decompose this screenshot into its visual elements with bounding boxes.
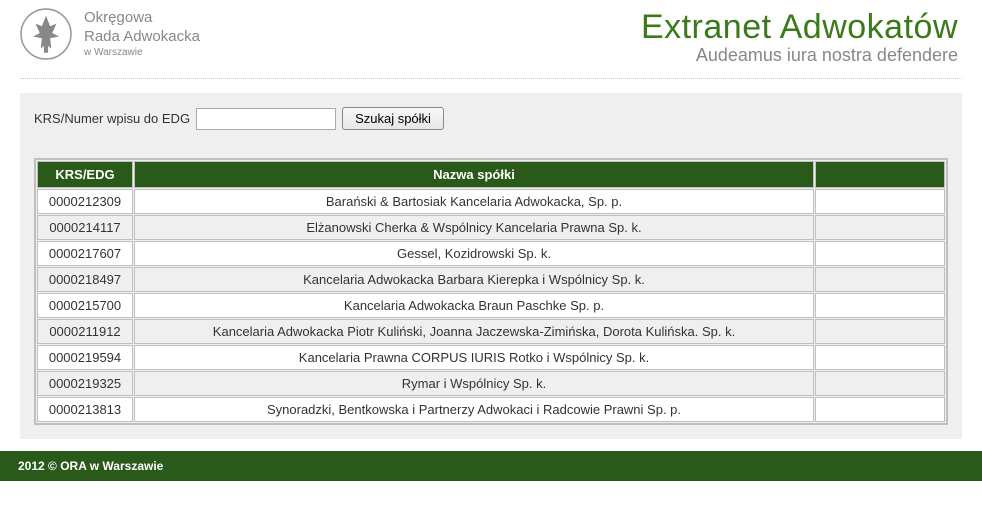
table-row: 0000214117Elżanowski Cherka & Wspólnicy …	[37, 215, 945, 240]
cell-name: Gessel, Kozidrowski Sp. k.	[134, 241, 814, 266]
table-row: 0000211912Kancelaria Adwokacka Piotr Kul…	[37, 319, 945, 344]
footer: 2012 © ORA w Warszawie	[0, 451, 982, 481]
cell-extra	[815, 371, 945, 396]
cell-name: Synoradzki, Bentkowska i Partnerzy Adwok…	[134, 397, 814, 422]
cell-name: Kancelaria Prawna CORPUS IURIS Rotko i W…	[134, 345, 814, 370]
table-row: 0000212309Barański & Bartosiak Kancelari…	[37, 189, 945, 214]
brand-title: Extranet Adwokatów	[641, 8, 958, 47]
org-line2: Rada Adwokacka	[84, 28, 200, 47]
cell-extra	[815, 319, 945, 344]
cell-name: Kancelaria Adwokacka Piotr Kuliński, Joa…	[134, 319, 814, 344]
org-line3: w Warszawie	[84, 47, 200, 60]
cell-name: Rymar i Wspólnicy Sp. k.	[134, 371, 814, 396]
col-header-extra	[815, 161, 945, 188]
cell-extra	[815, 397, 945, 422]
table-row: 0000218497Kancelaria Adwokacka Barbara K…	[37, 267, 945, 292]
cell-extra	[815, 241, 945, 266]
search-input[interactable]	[196, 108, 336, 130]
cell-krs: 0000214117	[37, 215, 133, 240]
search-button[interactable]: Szukaj spółki	[342, 107, 444, 130]
cell-krs: 0000211912	[37, 319, 133, 344]
table-row: 0000217607Gessel, Kozidrowski Sp. k.	[37, 241, 945, 266]
header-divider	[20, 78, 962, 79]
results-table: KRS/EDG Nazwa spółki 0000212309Barański …	[36, 160, 946, 423]
cell-name: Barański & Bartosiak Kancelaria Adwokack…	[134, 189, 814, 214]
cell-extra	[815, 267, 945, 292]
table-row: 0000215700Kancelaria Adwokacka Braun Pas…	[37, 293, 945, 318]
cell-krs: 0000212309	[37, 189, 133, 214]
content-panel: KRS/Numer wpisu do EDG Szukaj spółki KRS…	[20, 93, 962, 439]
table-row: 0000219594Kancelaria Prawna CORPUS IURIS…	[37, 345, 945, 370]
table-row: 0000213813Synoradzki, Bentkowska i Partn…	[37, 397, 945, 422]
cell-krs: 0000213813	[37, 397, 133, 422]
footer-text: 2012 © ORA w Warszawie	[18, 459, 163, 473]
cell-extra	[815, 189, 945, 214]
search-label: KRS/Numer wpisu do EDG	[34, 111, 190, 126]
table-row: 0000219325Rymar i Wspólnicy Sp. k.	[37, 371, 945, 396]
cell-krs: 0000217607	[37, 241, 133, 266]
cell-krs: 0000219325	[37, 371, 133, 396]
cell-extra	[815, 215, 945, 240]
cell-krs: 0000215700	[37, 293, 133, 318]
brand-subtitle: Audeamus iura nostra defendere	[641, 45, 958, 66]
cell-krs: 0000219594	[37, 345, 133, 370]
search-row: KRS/Numer wpisu do EDG Szukaj spółki	[34, 107, 948, 130]
cell-name: Kancelaria Adwokacka Barbara Kierepka i …	[134, 267, 814, 292]
org-name: Okręgowa Rada Adwokacka w Warszawie	[84, 9, 200, 59]
col-header-krs: KRS/EDG	[37, 161, 133, 188]
results-table-outer: KRS/EDG Nazwa spółki 0000212309Barański …	[34, 158, 948, 425]
cell-extra	[815, 345, 945, 370]
org-logo	[20, 8, 72, 60]
org-line1: Okręgowa	[84, 9, 200, 28]
cell-name: Elżanowski Cherka & Wspólnicy Kancelaria…	[134, 215, 814, 240]
col-header-name: Nazwa spółki	[134, 161, 814, 188]
cell-name: Kancelaria Adwokacka Braun Paschke Sp. p…	[134, 293, 814, 318]
cell-krs: 0000218497	[37, 267, 133, 292]
cell-extra	[815, 293, 945, 318]
